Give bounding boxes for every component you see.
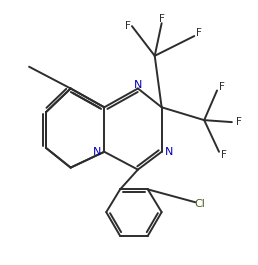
Text: F: F (196, 28, 202, 38)
Text: N: N (134, 80, 142, 90)
Text: F: F (219, 82, 225, 92)
Text: Cl: Cl (195, 199, 206, 209)
Text: F: F (236, 117, 242, 127)
Text: F: F (125, 21, 131, 31)
Text: N: N (164, 147, 173, 157)
Text: N: N (93, 147, 102, 157)
Text: F: F (221, 150, 227, 160)
Text: F: F (159, 14, 165, 24)
